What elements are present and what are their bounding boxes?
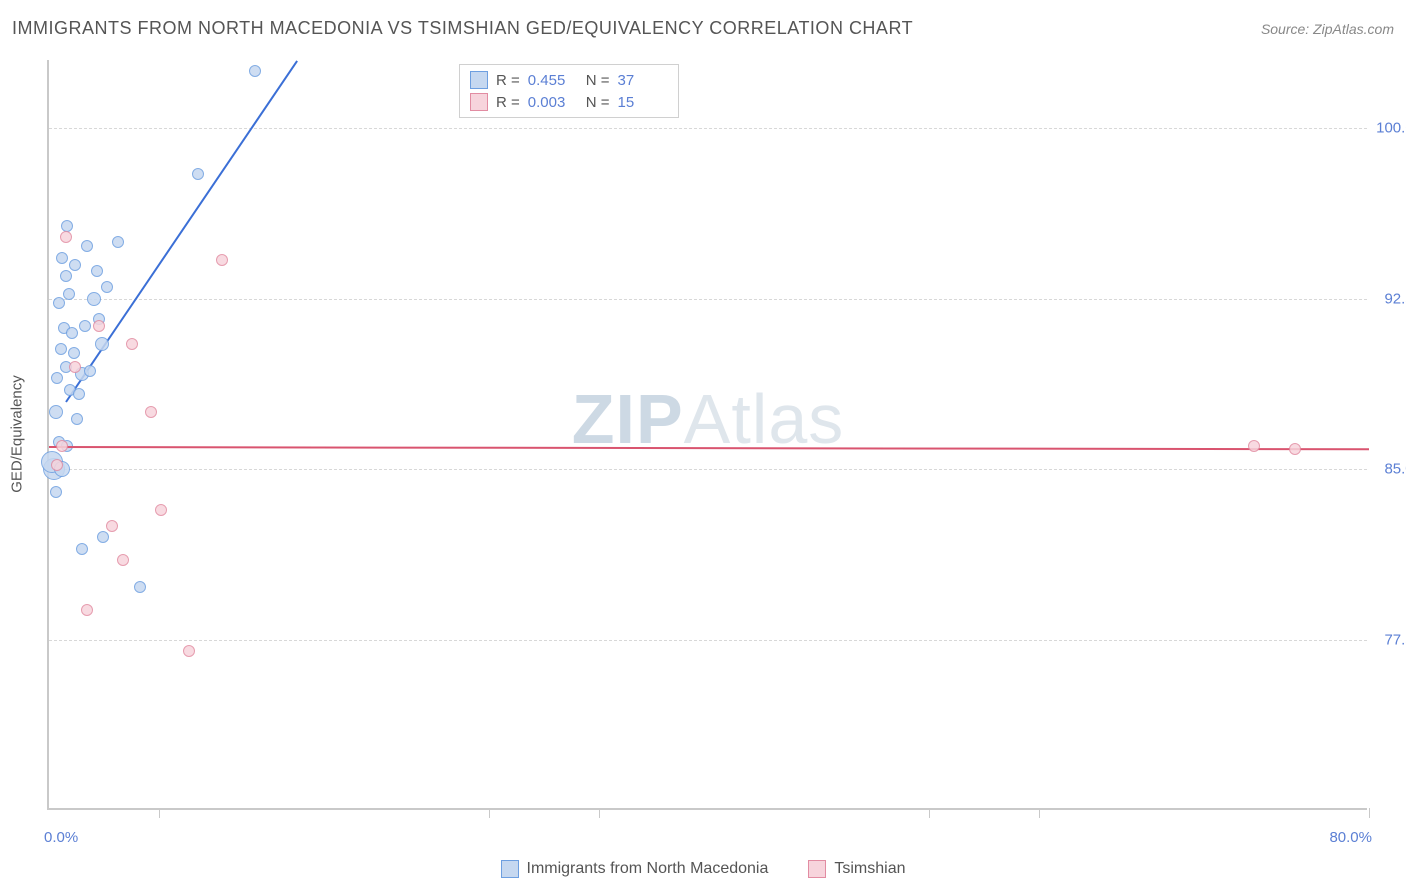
data-point-s2 (183, 645, 195, 657)
stats-row-s1: R = 0.455 N = 37 (470, 69, 668, 91)
data-point-s1 (84, 365, 96, 377)
data-point-s1 (61, 220, 73, 232)
grid-line (49, 299, 1367, 300)
data-point-s1 (56, 252, 68, 264)
data-point-s2 (145, 406, 157, 418)
data-point-s1 (63, 288, 75, 300)
data-point-s1 (71, 413, 83, 425)
data-point-s1 (192, 168, 204, 180)
series-legend: Immigrants from North Macedonia Tsimshian (0, 860, 1406, 878)
legend-label-s1: Immigrants from North Macedonia (527, 860, 769, 878)
r-prefix: R = (496, 94, 520, 111)
grid-line (49, 640, 1367, 641)
data-point-s1 (49, 405, 63, 419)
legend-swatch-s1 (501, 860, 519, 878)
data-point-s1 (134, 581, 146, 593)
data-point-s1 (95, 337, 109, 351)
legend-item-s1: Immigrants from North Macedonia (501, 860, 769, 878)
n-prefix: N = (586, 94, 610, 111)
data-point-s1 (73, 388, 85, 400)
data-point-s1 (79, 320, 91, 332)
source-label: Source: ZipAtlas.com (1261, 21, 1394, 37)
data-point-s1 (55, 343, 67, 355)
data-point-s2 (51, 459, 63, 471)
grid-line (49, 469, 1367, 470)
data-point-s1 (50, 486, 62, 498)
data-point-s1 (51, 372, 63, 384)
legend-item-s2: Tsimshian (808, 860, 905, 878)
data-point-s1 (69, 259, 81, 271)
data-point-s1 (249, 65, 261, 77)
data-point-s1 (97, 531, 109, 543)
data-point-s1 (68, 347, 80, 359)
data-point-s1 (87, 292, 101, 306)
swatch-s1 (470, 71, 488, 89)
data-point-s1 (91, 265, 103, 277)
n-value-s2: 15 (618, 94, 668, 111)
data-point-s1 (76, 543, 88, 555)
data-point-s2 (93, 320, 105, 332)
data-point-s1 (60, 270, 72, 282)
data-point-s2 (1289, 443, 1301, 455)
r-prefix: R = (496, 72, 520, 89)
y-axis-title: GED/Equivalency (9, 375, 26, 493)
data-point-s1 (81, 240, 93, 252)
stats-row-s2: R = 0.003 N = 15 (470, 91, 668, 113)
x-tick (929, 808, 930, 818)
grid-line (49, 128, 1367, 129)
x-tick (159, 808, 160, 818)
x-axis-max-label: 80.0% (1329, 829, 1372, 846)
n-prefix: N = (586, 72, 610, 89)
legend-label-s2: Tsimshian (834, 860, 905, 878)
n-value-s1: 37 (618, 72, 668, 89)
y-tick-label: 100.0% (1372, 120, 1406, 137)
chart-title: IMMIGRANTS FROM NORTH MACEDONIA VS TSIMS… (12, 18, 913, 39)
data-point-s2 (81, 604, 93, 616)
data-point-s2 (106, 520, 118, 532)
x-tick (1039, 808, 1040, 818)
data-point-s2 (126, 338, 138, 350)
data-point-s1 (101, 281, 113, 293)
data-point-s2 (60, 231, 72, 243)
data-point-s1 (112, 236, 124, 248)
data-point-s2 (56, 440, 68, 452)
legend-swatch-s2 (808, 860, 826, 878)
x-tick (489, 808, 490, 818)
data-point-s2 (1248, 440, 1260, 452)
y-tick-label: 85.0% (1372, 461, 1406, 478)
stats-legend: R = 0.455 N = 37 R = 0.003 N = 15 (459, 64, 679, 118)
data-point-s2 (117, 554, 129, 566)
trend-line-s1 (65, 60, 298, 402)
data-point-s2 (69, 361, 81, 373)
y-tick-label: 92.5% (1372, 290, 1406, 307)
data-point-s2 (216, 254, 228, 266)
r-value-s1: 0.455 (528, 72, 578, 89)
x-tick (599, 808, 600, 818)
data-point-s1 (66, 327, 78, 339)
trend-line-s2 (49, 446, 1369, 450)
swatch-s2 (470, 93, 488, 111)
data-point-s1 (53, 297, 65, 309)
x-axis-min-label: 0.0% (44, 829, 78, 846)
x-tick (1369, 808, 1370, 818)
plot-area: GED/Equivalency ZIPAtlas R =0.455N =37R … (47, 60, 1367, 810)
y-tick-label: 77.5% (1372, 631, 1406, 648)
data-point-s2 (155, 504, 167, 516)
r-value-s2: 0.003 (528, 94, 578, 111)
